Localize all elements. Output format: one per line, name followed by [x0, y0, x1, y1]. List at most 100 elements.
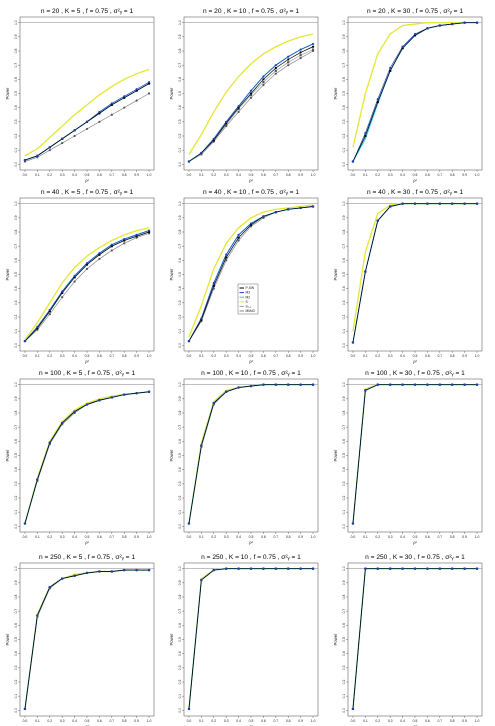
x-tick-label: 0.2	[211, 173, 216, 177]
series-line-psw	[24, 231, 150, 342]
data-point	[274, 211, 277, 214]
data-point	[200, 578, 203, 582]
x-tick-label: 0.5	[249, 354, 254, 358]
data-point	[123, 95, 126, 98]
y-tick-label: 0.1	[14, 510, 18, 515]
y-axis-label: Power	[169, 87, 174, 99]
x-tick-label: 0.4	[400, 173, 405, 177]
data-point	[200, 444, 203, 447]
data-point	[287, 383, 290, 386]
data-point	[23, 158, 27, 162]
data-point	[351, 522, 355, 525]
data-point	[123, 242, 126, 245]
panel-5: n = 40 , K = 10 , f = 0.75 , σ²ᵧ = 1 0.0 0…	[169, 189, 319, 364]
data-point	[364, 270, 367, 273]
data-point	[426, 383, 429, 386]
data-point	[299, 206, 302, 210]
data-point	[98, 399, 101, 402]
legend-label: P-SW	[246, 286, 255, 290]
data-point	[237, 105, 240, 108]
data-point	[364, 389, 367, 392]
y-tick-label: 0.1	[342, 148, 346, 153]
data-point	[110, 396, 113, 399]
x-tick-label: 0.3	[224, 719, 229, 723]
x-tick-label: 0.7	[109, 173, 114, 177]
plot-frame	[347, 378, 483, 533]
y-tick-label: 0.1	[178, 329, 182, 334]
y-tick-label: 0.7	[178, 609, 182, 614]
x-tick-label: 0.4	[72, 173, 77, 177]
y-tick-label: 0.3	[178, 300, 182, 305]
x-tick-label: 0.4	[400, 719, 405, 723]
y-tick-label: 0.3	[178, 665, 182, 670]
panel-1: n = 20 , K = 5 , f = 0.75 , σ²ᵧ = 1 0.0 0.…	[5, 8, 155, 183]
x-tick-label: 0.2	[375, 719, 380, 723]
panel-title: n = 40 , K = 5 , f = 0.75 , σ²ᵧ = 1	[41, 189, 134, 196]
x-tick-label: 0.2	[47, 354, 52, 358]
data-point	[61, 290, 64, 293]
y-tick-label: 0.7	[178, 63, 182, 68]
panel-title: n = 40 , K = 30 , f = 0.75 , σ²ᵧ = 1	[367, 189, 463, 196]
data-point	[463, 21, 466, 24]
y-tick-label: 0.4	[342, 467, 346, 472]
x-tick-label: 0.5	[413, 535, 418, 539]
x-tick-label: 0.4	[236, 719, 241, 723]
data-point	[187, 522, 191, 525]
x-tick-label: 0.7	[437, 173, 442, 177]
plot-frame	[347, 562, 483, 717]
x-tick-label: 0.7	[273, 173, 278, 177]
data-point	[451, 383, 454, 386]
x-tick-label: 0.4	[236, 535, 241, 539]
series-line-sn1	[188, 384, 314, 524]
y-tick-label: 0.4	[178, 651, 182, 656]
x-tick-label: 0.3	[60, 354, 65, 358]
y-tick-label: 0.0	[14, 524, 18, 529]
data-point	[274, 64, 277, 67]
x-tick-label: 0.0	[351, 173, 356, 177]
x-tick-label: 0.9	[462, 535, 467, 539]
y-tick-label: 0.5	[342, 637, 346, 642]
x-tick-label: 0.3	[388, 354, 393, 358]
y-tick-label: 0.0	[178, 708, 182, 713]
data-point	[147, 568, 151, 572]
series-line-m2	[188, 384, 314, 524]
y-tick-label: 0.1	[178, 510, 182, 515]
x-tick-label: 1.0	[475, 354, 480, 358]
y-tick-label: 0.5	[178, 453, 182, 458]
series-line-mmd3	[188, 50, 314, 162]
data-point	[212, 568, 215, 572]
plot-frame	[347, 16, 483, 171]
data-point	[237, 386, 240, 389]
y-tick-label: 0.5	[178, 272, 182, 277]
series-line-mmd3	[24, 569, 150, 709]
data-point	[225, 253, 228, 256]
y-tick-label: 0.9	[178, 580, 182, 585]
data-point	[413, 32, 417, 36]
x-tick-label: 0.9	[462, 173, 467, 177]
data-point	[48, 146, 51, 149]
x-tick-label: 0.6	[425, 535, 430, 539]
y-tick-label: 0.7	[14, 609, 18, 614]
data-point	[212, 137, 215, 140]
data-point	[287, 567, 290, 570]
series-line-psw	[188, 384, 314, 524]
y-tick-label: 0.7	[14, 63, 18, 68]
x-tick-label: 0.6	[425, 173, 430, 177]
x-tick-label: 1.0	[475, 535, 480, 539]
y-tick-label: 0.5	[342, 453, 346, 458]
series-line-s	[24, 68, 150, 157]
x-tick-label: 0.2	[211, 354, 216, 358]
data-point	[225, 123, 228, 126]
plot-frame	[19, 562, 155, 717]
y-tick-label: 0.6	[14, 258, 18, 263]
data-point	[413, 383, 417, 386]
y-tick-label: 1.0	[14, 566, 18, 571]
x-tick-label: 0.5	[413, 719, 418, 723]
x-tick-label: 0.7	[437, 535, 442, 539]
data-point	[135, 568, 138, 572]
data-point	[237, 236, 240, 239]
x-tick-label: 0.2	[375, 354, 380, 358]
y-tick-label: 0.0	[178, 343, 182, 348]
data-point	[237, 110, 240, 114]
data-point	[237, 233, 240, 236]
